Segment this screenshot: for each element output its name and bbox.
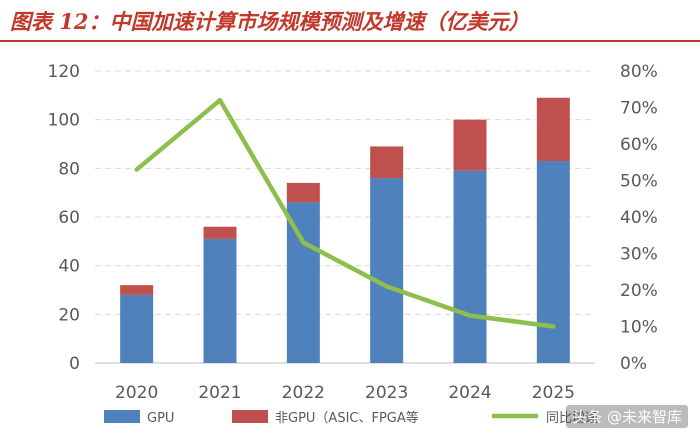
bars	[120, 97, 570, 363]
legend-label-gpu: GPU	[147, 411, 174, 426]
left-tick-label: 120	[48, 62, 80, 82]
left-tick-label: 100	[48, 111, 80, 131]
x-tick-label: 2023	[365, 383, 408, 403]
chart-title: 图表 12：中国加速计算市场规模预测及增速（亿美元）	[10, 9, 530, 34]
right-tick-label: 10%	[620, 318, 658, 338]
bar-gpu-2023	[370, 178, 404, 363]
title-rule	[0, 40, 700, 42]
x-tick-label: 2024	[448, 383, 491, 403]
left-tick-label: 80	[58, 159, 80, 179]
legend-label-non-gpu: 非GPU（ASIC、FPGA等	[275, 410, 419, 426]
title-bar: 图表 12：中国加速计算市场规模预测及增速（亿美元）	[0, 0, 700, 42]
growth-point-2022	[301, 241, 305, 245]
x-axis-ticks: 2020 2021 2022 2023 2024 2025	[115, 383, 575, 403]
x-tick-label: 2021	[198, 383, 241, 403]
gridlines	[95, 70, 595, 364]
left-tick-label: 60	[58, 208, 80, 228]
right-tick-label: 0%	[620, 354, 647, 374]
right-tick-label: 80%	[620, 62, 658, 82]
legend-swatch-gpu	[104, 410, 140, 423]
bar-non-gpu-2022	[286, 182, 320, 203]
right-tick-label: 50%	[620, 172, 658, 192]
legend-label-growth: 同比增速	[546, 411, 598, 426]
bar-non-gpu-2025	[536, 97, 570, 162]
bar-gpu-2024	[453, 170, 487, 363]
bar-non-gpu-2021	[203, 226, 237, 239]
x-tick-label: 2020	[115, 383, 158, 403]
growth-line	[134, 97, 556, 329]
right-tick-label: 30%	[620, 245, 658, 265]
left-tick-label: 20	[58, 305, 80, 325]
growth-rate-line	[134, 97, 556, 329]
left-tick-label: 0	[69, 354, 80, 374]
bar-non-gpu-2024	[453, 119, 487, 171]
growth-point-2020	[135, 168, 139, 172]
legend-swatch-non-gpu	[232, 410, 268, 423]
right-tick-label: 20%	[620, 281, 658, 301]
left-axis-ticks: 0 20 40 60 80 100 120	[48, 62, 80, 374]
bar-gpu-2020	[120, 294, 154, 363]
right-tick-label: 60%	[620, 135, 658, 155]
right-tick-label: 70%	[620, 99, 658, 119]
legend: GPU 非GPU（ASIC、FPGA等 同比增速	[104, 410, 598, 426]
left-tick-label: 40	[58, 257, 80, 277]
growth-point-2024	[468, 314, 472, 318]
watermark: 头条 @未来智库	[566, 405, 688, 428]
right-tick-label: 40%	[620, 208, 658, 228]
bar-gpu-2022	[286, 202, 320, 363]
right-axis-ticks: 0% 10% 20% 30% 40% 50% 60% 70% 80%	[620, 62, 658, 374]
growth-point-2021	[218, 98, 222, 102]
bar-gpu-2025	[536, 161, 570, 363]
bar-gpu-2021	[203, 238, 237, 363]
x-tick-label: 2022	[282, 383, 325, 403]
growth-point-2023	[385, 284, 389, 288]
bar-non-gpu-2020	[120, 285, 154, 295]
x-tick-label: 2025	[532, 383, 575, 403]
bar-non-gpu-2023	[370, 146, 404, 179]
growth-point-2025	[551, 325, 555, 328]
